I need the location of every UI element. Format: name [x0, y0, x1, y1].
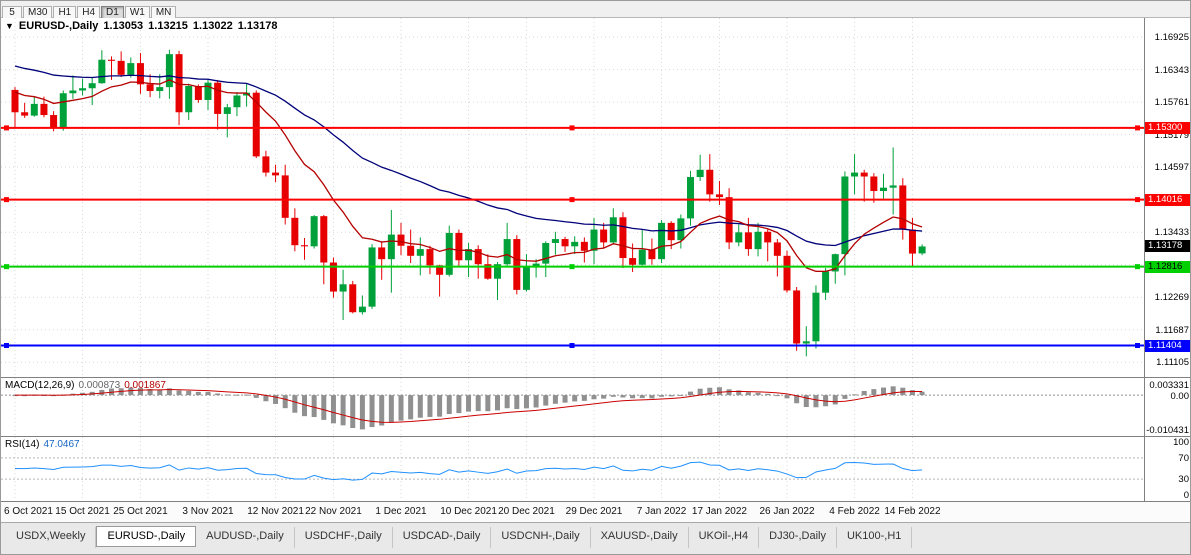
rsi-panel[interactable]: RSI(14) 47.0467: [1, 436, 1144, 501]
timeframe-button-m30[interactable]: M30: [23, 6, 53, 20]
price-axis-label: 1.11105: [1156, 357, 1189, 369]
macd-canvas[interactable]: [1, 378, 1144, 436]
macd-value-main: 0.000873: [78, 380, 121, 391]
main-chart-panel[interactable]: ▼ EURUSD-,Daily 1.13053 1.13215 1.13022 1.131…: [1, 18, 1144, 377]
price-axis-label: 1.13433: [1154, 227, 1189, 239]
rsi-axis-label: 100: [1173, 437, 1189, 448]
ohlc-open: 1.13053: [103, 20, 144, 32]
price-tag: 1.11404: [1145, 339, 1190, 352]
tab-audusd-daily[interactable]: AUDUSD-,Daily: [196, 527, 295, 548]
price-axis-label: 1.16343: [1154, 64, 1189, 76]
rsi-axis-label: 30: [1178, 474, 1189, 486]
ohlc-high: 1.13215: [148, 20, 188, 32]
tab-xauusd-daily[interactable]: XAUUSD-,Daily: [591, 527, 689, 548]
quick-trade-arrow-icon[interactable]: ▼: [5, 21, 14, 31]
tab-usdcnh-daily[interactable]: USDCNH-,Daily: [491, 527, 591, 548]
macd-name: MACD(12,26,9): [5, 380, 75, 391]
rsi-value: 47.0467: [43, 439, 80, 450]
rsi-canvas[interactable]: [1, 437, 1144, 501]
price-tag: 1.14016: [1145, 193, 1190, 206]
date-label: 14 Feb 2022: [884, 506, 941, 517]
candlestick-chart-canvas[interactable]: [1, 18, 1144, 377]
timeframe-toolbar: 5 M30 H1 H4 D1 W1 MN: [1, 1, 1190, 20]
price-axis: 1.16925 1.16343 1.15761 1.15179 1.14597 1.140…: [1144, 18, 1190, 377]
macd-value-signal: 0.001867: [124, 380, 166, 391]
date-label: 15 Oct 2021: [55, 506, 110, 517]
chart-symbol-label: EURUSD-,Daily: [18, 20, 99, 32]
rsi-label: RSI(14) 47.0467: [5, 439, 84, 450]
chart-tabs-bar: USDX,Weekly EURUSD-,Daily AUDUSD-,Daily USD…: [1, 522, 1190, 554]
rsi-axis-label: 70: [1178, 452, 1189, 464]
macd-axis-label: -0.010431: [1146, 425, 1189, 436]
tab-usdx-weekly[interactable]: USDX,Weekly: [6, 527, 97, 548]
date-label: 10 Dec 2021: [440, 506, 497, 517]
macd-label: MACD(12,26,9) 0.000873 0.001867: [5, 380, 170, 391]
rsi-axis: 100 70 30 0: [1144, 436, 1190, 501]
date-label: 22 Nov 2021: [305, 506, 362, 517]
date-label: 26 Jan 2022: [759, 506, 815, 517]
tab-eurusd-daily[interactable]: EURUSD-,Daily: [96, 526, 197, 547]
date-label: 17 Jan 2022: [691, 506, 747, 517]
macd-axis-label: 0.003331: [1149, 380, 1189, 391]
price-axis-label: 1.15179: [1154, 129, 1189, 141]
date-label: 1 Dec 2021: [375, 506, 427, 517]
time-axis: 6 Oct 2021 15 Oct 2021 25 Oct 2021 3 Nov 20…: [1, 501, 1190, 522]
current-price-tag: 1.13178: [1145, 240, 1190, 253]
price-tag: 1.15300: [1145, 121, 1190, 134]
ohlc-low: 1.13022: [192, 20, 233, 32]
chart-title: ▼ EURUSD-,Daily 1.13053 1.13215 1.13022 1.131…: [5, 20, 282, 32]
date-label: 20 Dec 2021: [498, 506, 555, 517]
tab-dj30-daily[interactable]: DJ30-,Daily: [759, 527, 837, 548]
price-axis-label: 1.16925: [1154, 32, 1189, 44]
tab-usdchf-daily[interactable]: USDCHF-,Daily: [295, 527, 393, 548]
macd-panel[interactable]: MACD(12,26,9) 0.000873 0.001867: [1, 377, 1144, 436]
price-axis-label: 1.14597: [1154, 162, 1189, 174]
price-axis-label: 1.12269: [1154, 292, 1189, 304]
price-tag: 1.12816: [1145, 260, 1190, 273]
tab-ukoil-h4[interactable]: UKOil-,H4: [689, 527, 760, 548]
date-label: 7 Jan 2022: [636, 506, 687, 517]
price-axis-label: 1.11687: [1155, 324, 1189, 336]
date-label: 6 Oct 2021: [4, 506, 53, 517]
tab-uk100-h1[interactable]: UK100-,H1: [837, 527, 913, 548]
date-label: 4 Feb 2022: [829, 506, 880, 517]
price-axis-label: 1.15761: [1154, 97, 1189, 109]
macd-axis-label: 0.00: [1170, 391, 1190, 403]
date-label: 29 Dec 2021: [565, 506, 623, 517]
macd-axis: 0.003331 0.00 -0.010431: [1144, 377, 1190, 436]
date-label: 12 Nov 2021: [247, 506, 304, 517]
rsi-name: RSI(14): [5, 439, 40, 450]
tab-usdcad-daily[interactable]: USDCAD-,Daily: [393, 527, 492, 548]
date-label: 25 Oct 2021: [113, 506, 168, 517]
ohlc-close: 1.13178: [237, 20, 278, 32]
rsi-axis-label: 0: [1183, 490, 1189, 501]
date-label: 3 Nov 2021: [182, 506, 234, 517]
